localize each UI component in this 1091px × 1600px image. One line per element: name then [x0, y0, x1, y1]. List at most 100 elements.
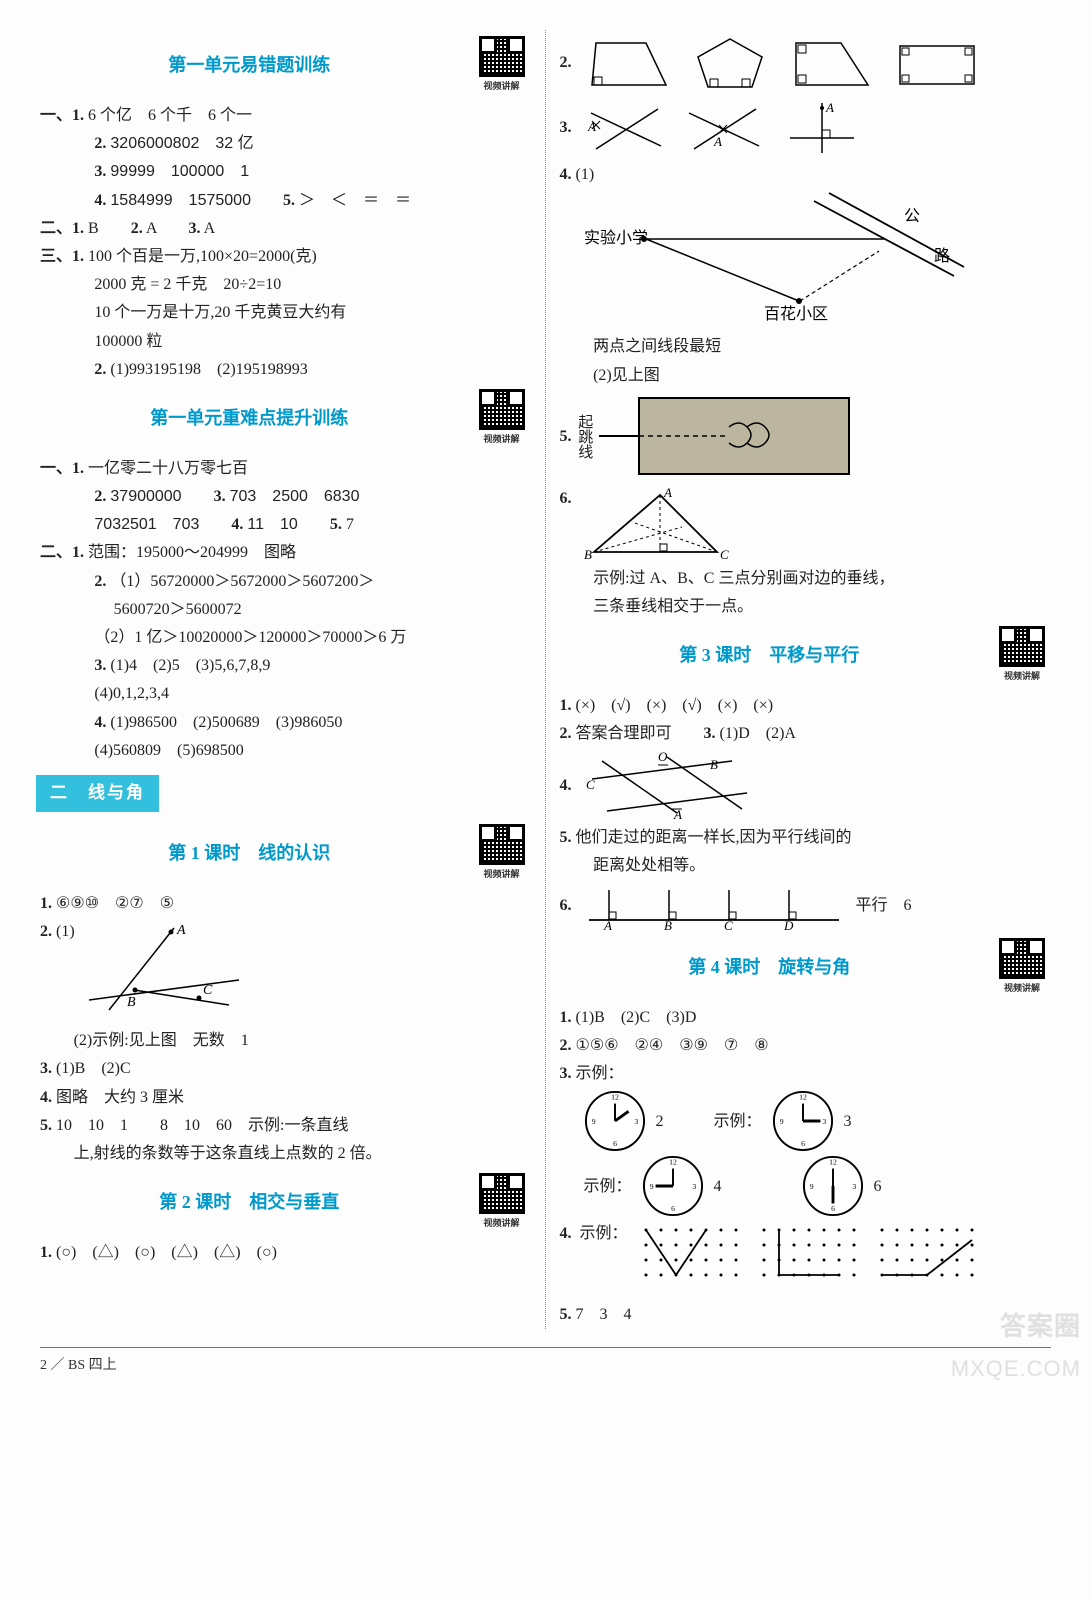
- svg-text:12: 12: [829, 1158, 837, 1167]
- answer-line: 2. 3206000802 32 亿: [40, 130, 531, 157]
- svg-text:A: A: [603, 918, 612, 933]
- answer-line: 1. (×) (√) (×) (√) (×) (×): [560, 692, 1052, 719]
- page-number: 2 ／ BS 四上: [40, 1358, 117, 1373]
- clock-value: 4: [714, 1173, 722, 1200]
- answer-line: 上,射线的条数等于这条直线上点数的 2 倍。: [40, 1140, 531, 1167]
- section-title-3: 第 1 课时 线的认识 视频讲解: [40, 824, 531, 882]
- svg-text:9: 9: [809, 1182, 813, 1191]
- svg-text:A: A: [825, 100, 834, 115]
- answer-line: 2. （1）56720000＞5672000＞5607200＞: [40, 568, 531, 595]
- qr-label: 视频讲解: [483, 867, 519, 882]
- answer-line: (2)见上图: [560, 362, 1052, 389]
- qr-label: 视频讲解: [483, 79, 519, 94]
- dot-grid-figure-icon: [636, 1220, 746, 1299]
- svg-text:6: 6: [613, 1140, 617, 1149]
- answer-line: 4. 示例：: [560, 1220, 1052, 1299]
- quadrilateral-icon: [584, 33, 674, 93]
- sandpit-diagram-icon: [599, 392, 859, 482]
- section-title-1: 第一单元易错题训练 视频讲解: [40, 36, 531, 94]
- answer-line: 一、1. 6 个亿 6 个千 6 个一: [40, 102, 531, 129]
- answer-line: 5. 他们走过的距离一样长,因为平行线间的: [560, 824, 1052, 851]
- answer-line: 1. ⑥⑨⑩ ②⑦ ⑤: [40, 890, 531, 917]
- parallelogram-diagram-icon: O B C A: [582, 751, 762, 821]
- rectangle-icon: [892, 36, 982, 91]
- title-text: 第一单元重难点提升训练: [150, 403, 348, 434]
- qr-code-icon: 视频讲解: [473, 389, 531, 447]
- answer-line: 5600720＞5600072: [40, 596, 531, 623]
- right-trapezoid-icon: [786, 33, 876, 93]
- example-label: 示例：: [584, 1173, 632, 1200]
- answer-line: 6. A B C D 平行 6: [560, 880, 1052, 932]
- title-text: 第 1 课时 线的认识: [168, 838, 330, 869]
- svg-text:12: 12: [669, 1158, 677, 1167]
- answer-line: 三、1. 100 个百是一万,100×20=2000(克): [40, 243, 531, 270]
- svg-text:B: B: [664, 918, 672, 933]
- answer-line: 7032501 703 4. 11 10 5. 7: [40, 511, 531, 538]
- svg-text:B: B: [127, 995, 136, 1010]
- title-text: 第 3 课时 平移与平行: [679, 640, 859, 671]
- svg-text:C: C: [720, 547, 729, 562]
- clock-value: 2: [656, 1108, 664, 1135]
- answer-line: 2000 克 = 2 千克 20÷2=10: [40, 271, 531, 298]
- answer-line: 2. 37900000 3. 703 2500 6830: [40, 483, 531, 510]
- qr-label: 视频讲解: [483, 1216, 519, 1231]
- svg-text:O: O: [658, 749, 668, 764]
- example-label: 示例：: [714, 1108, 762, 1135]
- answer-line: 3. 示例：: [560, 1060, 1052, 1087]
- vertical-label: 起跳线: [576, 414, 592, 459]
- answer-line: 一、1. 一亿零二十八万零七百: [40, 455, 531, 482]
- perpendicular-lines-icon: A: [782, 98, 862, 158]
- intersecting-lines-icon: A: [586, 101, 666, 156]
- clock-row: 12369 2 示例： 12369 3: [584, 1090, 1052, 1152]
- answer-line: 100000 粒: [40, 328, 531, 355]
- answer-line: 6. A B C: [560, 485, 1052, 564]
- lines-diagram-icon: A B C: [79, 920, 249, 1024]
- answer-line: 3. 99999 100000 1: [40, 158, 531, 185]
- answer-line: 5. 7 3 4: [560, 1301, 1052, 1328]
- qr-code-icon: 视频讲解: [473, 36, 531, 94]
- svg-text:3: 3: [692, 1182, 696, 1191]
- answer-line: 5. 10 10 1 8 10 60 示例:一条直线: [40, 1112, 531, 1139]
- triangle-perpendiculars-icon: A B C: [582, 487, 732, 562]
- answer-line: 2. (1) A B C: [40, 918, 531, 1026]
- svg-text:C: C: [724, 918, 733, 933]
- answer-line: 二、1. B 2. A 3. A: [40, 215, 531, 242]
- svg-text:C: C: [586, 777, 595, 792]
- answer-line: 2.: [560, 31, 1052, 95]
- parallel-segments-icon: A B C D: [584, 882, 844, 930]
- answer-line: 3. A A A: [560, 96, 1052, 160]
- svg-text:A: A: [713, 134, 722, 149]
- answer-line: 示例:过 A、B、C 三点分别画对边的垂线，: [560, 565, 1052, 592]
- answer-line: (4)560809 (5)698500: [40, 737, 531, 764]
- svg-text:3: 3: [852, 1182, 856, 1191]
- section-title-r4: 第 4 课时 旋转与角 视频讲解: [560, 938, 1052, 996]
- answer-line: 1. (1)B (2)C (3)D: [560, 1004, 1052, 1031]
- svg-text:12: 12: [611, 1093, 619, 1102]
- svg-text:9: 9: [591, 1117, 595, 1126]
- clock-value: 6: [874, 1173, 882, 1200]
- answer-line: 1. (○) (△) (○) (△) (△) (○): [40, 1239, 531, 1266]
- page-footer: 2 ／ BS 四上: [40, 1347, 1051, 1378]
- svg-text:9: 9: [779, 1117, 783, 1126]
- answer-line: 4. O B C A: [560, 749, 1052, 823]
- svg-text:公: 公: [904, 208, 920, 225]
- svg-text:12: 12: [799, 1093, 807, 1102]
- right-column: 2. 3. A A: [546, 30, 1052, 1329]
- dot-grid-figure-icon: [872, 1220, 982, 1299]
- answer-line: 距离处处相等。: [560, 852, 1052, 879]
- clock-icon: 12 3 6 9: [772, 1090, 834, 1152]
- svg-text:C: C: [203, 983, 213, 998]
- answer-line: (4)0,1,2,3,4: [40, 680, 531, 707]
- svg-text:百花小区: 百花小区: [764, 305, 828, 323]
- svg-text:6: 6: [801, 1140, 805, 1149]
- answer-line: 两点之间线段最短: [560, 333, 1052, 360]
- qr-code-icon: 视频讲解: [993, 626, 1051, 684]
- answer-line: 二、1. 范围：195000～204999 图略: [40, 539, 531, 566]
- svg-text:路: 路: [934, 247, 950, 265]
- qr-code-icon: 视频讲解: [993, 938, 1051, 996]
- answer-line: 2. ①⑤⑥ ②④ ③⑨ ⑦ ⑧: [560, 1032, 1052, 1059]
- map-diagram-icon: 公路 实验小学 百花小区: [584, 191, 964, 330]
- answer-line: 4. (1): [560, 161, 1052, 188]
- answer-line: （2）1 亿＞10020000＞120000＞70000＞6 万: [40, 624, 531, 651]
- svg-text:3: 3: [822, 1117, 826, 1126]
